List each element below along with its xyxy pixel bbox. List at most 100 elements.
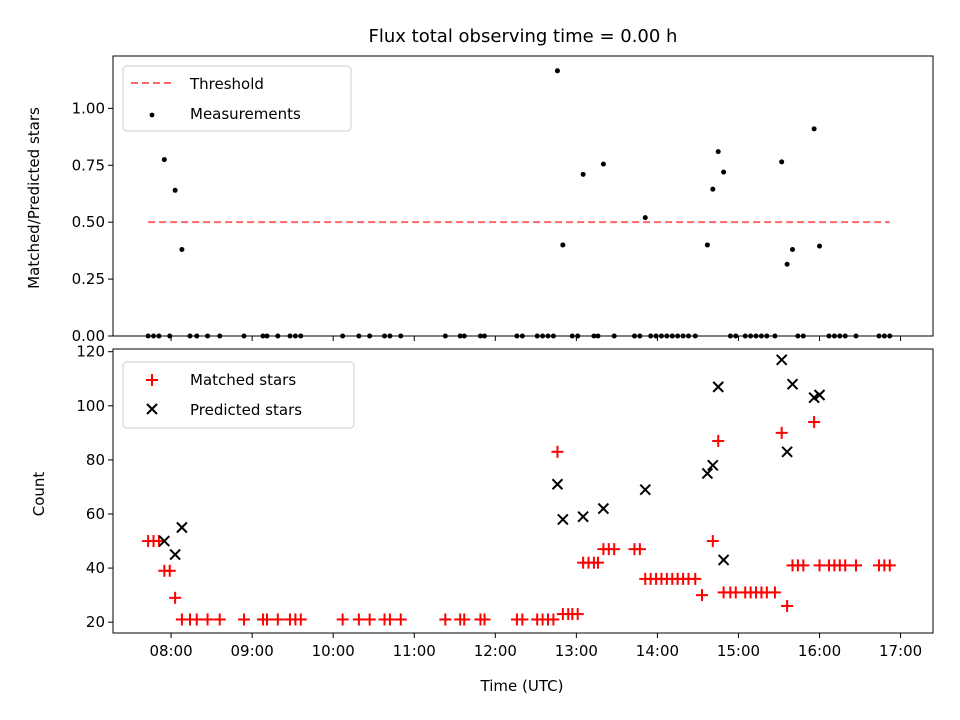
bottom-y-tick-label: 120 [76,343,105,361]
measurements-point [675,333,681,339]
matched-stars-point [213,613,226,626]
matched-stars-point [163,564,176,577]
predicted-stars-point-b [775,354,788,366]
measurements-point [642,215,648,221]
measurements-point [442,333,448,339]
measurements-point [519,333,525,339]
matched-stars-point [571,608,584,621]
measurements-point [653,333,659,339]
measurements-point [637,333,643,339]
matched-stars-point [775,426,788,439]
measurements-point [664,333,670,339]
bottom-y-tick-label: 60 [86,505,105,523]
bottom-y-tick-label: 40 [86,559,105,577]
measurements-point [764,333,770,339]
predicted-stars-point-b [786,378,799,390]
measurements-point [287,333,293,339]
measurements-point [680,333,686,339]
matched-stars-point [201,613,214,626]
bottom-y-tick-label: 80 [86,451,105,469]
predicted-stars-point [707,459,719,472]
measurements-point [758,333,764,339]
measurements-point [721,169,727,175]
matched-stars-point [261,613,274,626]
measurements-legend-marker [149,112,155,118]
measurements-point [710,186,716,192]
predicted-stars-point-b [808,391,820,404]
measurements-point [575,333,581,339]
bottom-x-tick-label: 15:00 [717,642,760,660]
measurements-point [881,333,887,339]
matched-stars-point [849,559,862,572]
predicted-stars-point-b [158,535,171,547]
predicted-stars-point-b [707,459,719,472]
predicted-stars-point [158,535,171,547]
predicted-stars-point-b [639,483,651,496]
measurements-point [669,333,675,339]
bottom-x-tick-label: 17:00 [879,642,922,660]
matched-stars-point [516,613,529,626]
measurements-point [600,161,606,167]
predicted-stars-point-b [701,467,714,480]
matched-stars-point [591,556,604,569]
measurements-point [715,149,721,155]
measurements-point [784,261,790,267]
predicted-stars-point-b [557,513,569,526]
matched-stars-legend-marker [146,374,158,386]
predicted-stars-point [169,548,181,561]
top-y-tick-label: 0.75 [72,156,105,174]
measurements-point [876,333,882,339]
matched-stars-point [271,613,284,626]
top-y-tick-label: 0.50 [72,213,105,231]
measurements-point [217,333,223,339]
predicted-stars-point [639,483,651,496]
predicted-stars-point [786,378,799,390]
measurements-legend-label: Measurements [190,105,301,123]
measurements-point [595,333,601,339]
top-chart-title: Flux total observing time = 0.00 h [369,26,678,47]
measurements-point [356,333,362,339]
matched-stars-point [797,559,810,572]
measurements-point [772,333,778,339]
top-chart-y-axis-label: Matched/Predicted stars [25,107,43,289]
matched-stars-point [706,535,719,548]
matched-stars-point [551,445,564,458]
matched-stars-point [169,591,182,604]
measurements-point [648,333,654,339]
measurements-point [842,333,848,339]
predicted-stars-point [808,391,820,404]
measurements-point [156,333,162,339]
top-chart-legend: Threshold Measurements [122,65,352,132]
measurements-point [382,333,388,339]
measurements-point [457,333,463,339]
measurements-point [569,333,575,339]
bottom-chart-axes: 20 40 60 80 100 120 08:00 09:00 10:00 11:00 12:00 1… [76,343,934,660]
predicted-stars-point-b [551,478,564,490]
matched-stars-point [808,416,821,429]
predicted-stars-point [176,521,188,534]
measurements-point [477,333,483,339]
matched-stars-point [478,613,491,626]
measurements-point [387,333,393,339]
matched-stars-point [712,434,725,447]
predicted-stars-point-b [176,521,188,534]
predicted-stars-point [551,478,564,490]
predicted-stars-point [712,381,724,393]
measurements-point [631,333,637,339]
measurements-point [826,333,832,339]
predicted-stars-legend-label: Predicted stars [190,401,302,419]
matched-stars-point [883,559,896,572]
top-y-tick-label: 0.25 [72,270,105,288]
measurements-point [727,333,733,339]
predicted-stars-point [597,502,610,515]
predicted-stars-point [577,510,589,523]
matched-stars-point [547,613,560,626]
measurements-point [611,333,617,339]
bottom-x-tick-label: 09:00 [231,642,274,660]
matched-stars-point [689,572,702,585]
matched-stars-point [394,613,407,626]
predicted-stars-point-b [712,381,724,393]
predicted-stars-point-b [717,554,730,566]
measurements-point [591,333,597,339]
